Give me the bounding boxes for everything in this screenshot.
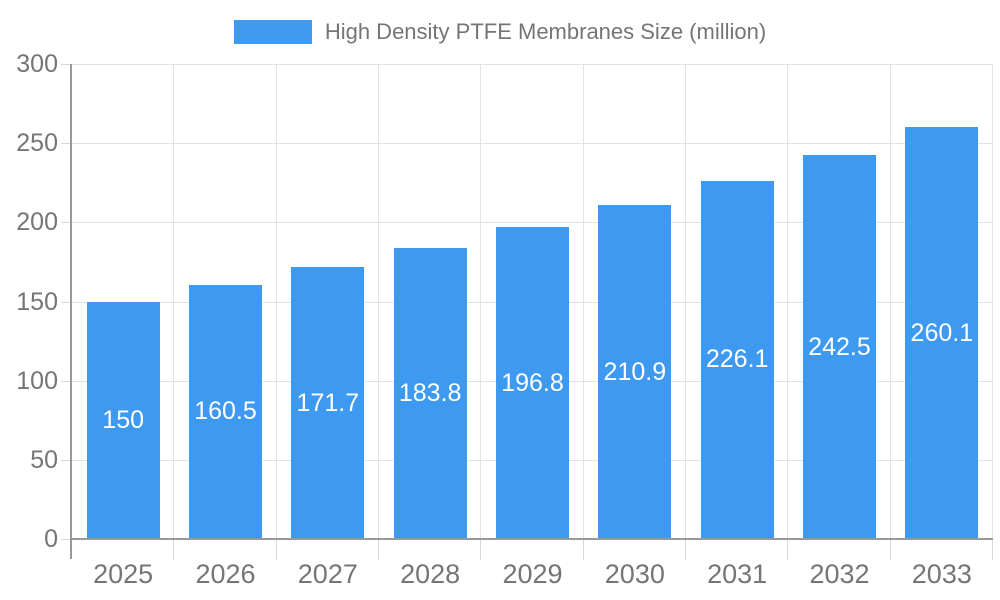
- x-grid-line: [582, 64, 584, 539]
- plot-area: 150 160.5 171.7 183.8 196.8 210.9 226.1 242.5 26…: [72, 64, 993, 539]
- x-tick-mark: [275, 540, 277, 560]
- x-tick-mark: [787, 540, 789, 560]
- y-tick-label: 200: [16, 208, 58, 237]
- y-axis-line: [70, 64, 72, 559]
- y-tick-label: 250: [16, 129, 58, 158]
- x-tick-label: 2033: [911, 559, 972, 589]
- x-grid-line: [173, 64, 175, 539]
- y-tick-mark: [61, 222, 70, 224]
- x-grid-line: [787, 64, 789, 539]
- bar: 226.1: [700, 181, 774, 539]
- x-tick-label: 2029: [502, 559, 563, 589]
- bar-value-label: 160.5: [194, 397, 257, 426]
- bar-value-label: 210.9: [603, 357, 667, 386]
- x-grid-line: [992, 64, 993, 539]
- y-tick-mark: [61, 143, 70, 145]
- x-tick-label: 2027: [297, 559, 358, 589]
- bar-value-label: 260.1: [910, 318, 974, 347]
- bar: 196.8: [496, 227, 569, 539]
- x-tick-label: 2026: [195, 559, 256, 589]
- y-tick-label: 150: [16, 287, 58, 316]
- x-grid-line: [480, 64, 482, 539]
- bar: 160.5: [189, 284, 262, 539]
- legend-label: High Density PTFE Membranes Size (millio…: [324, 19, 767, 44]
- x-tick-label: 2032: [809, 559, 870, 589]
- x-axis-line: [72, 538, 993, 540]
- bar: 150: [86, 301, 160, 539]
- bar-value-label: 183.8: [398, 378, 462, 407]
- bar-value-label: 226.1: [705, 345, 769, 374]
- y-grid-line: [72, 64, 993, 65]
- x-tick-mark: [685, 540, 686, 560]
- x-grid-line: [378, 64, 379, 539]
- x-tick-mark: [378, 540, 379, 560]
- x-tick-label: 2028: [400, 559, 461, 589]
- y-tick-label: 0: [44, 525, 58, 553]
- x-tick-mark: [173, 540, 175, 560]
- y-grid-line: [72, 143, 993, 145]
- bar: 260.1: [905, 127, 979, 539]
- y-tick-mark: [61, 380, 70, 382]
- x-tick-mark: [992, 540, 993, 560]
- y-grid-line: [72, 222, 993, 224]
- bar: 242.5: [803, 155, 876, 539]
- bar: 210.9: [598, 205, 672, 539]
- bar-value-label: 196.8: [501, 368, 564, 397]
- x-grid-line: [889, 64, 891, 539]
- y-tick-mark: [61, 459, 70, 461]
- x-tick-mark: [889, 540, 891, 560]
- x-grid-line: [275, 64, 277, 539]
- y-tick-mark: [61, 64, 70, 65]
- bar-value-label: 242.5: [808, 332, 871, 361]
- y-tick-mark: [61, 539, 70, 540]
- bar: 171.7: [291, 267, 365, 539]
- x-tick-mark: [480, 540, 482, 560]
- y-tick-mark: [61, 301, 70, 303]
- x-tick-mark: [582, 540, 584, 560]
- bar: 183.8: [393, 247, 467, 539]
- x-tick-label: 2030: [604, 559, 665, 589]
- y-tick-label: 100: [16, 366, 58, 395]
- bar-value-label: 171.7: [296, 388, 360, 417]
- legend[interactable]: High Density PTFE Membranes Size (millio…: [0, 17, 1000, 47]
- legend-swatch: [233, 20, 312, 44]
- y-tick-label: 50: [30, 445, 58, 474]
- x-tick-label: 2025: [93, 559, 154, 589]
- bar-value-label: 150: [102, 405, 145, 434]
- x-grid-line: [685, 64, 686, 539]
- x-tick-label: 2031: [707, 559, 768, 589]
- y-tick-label: 300: [16, 50, 58, 78]
